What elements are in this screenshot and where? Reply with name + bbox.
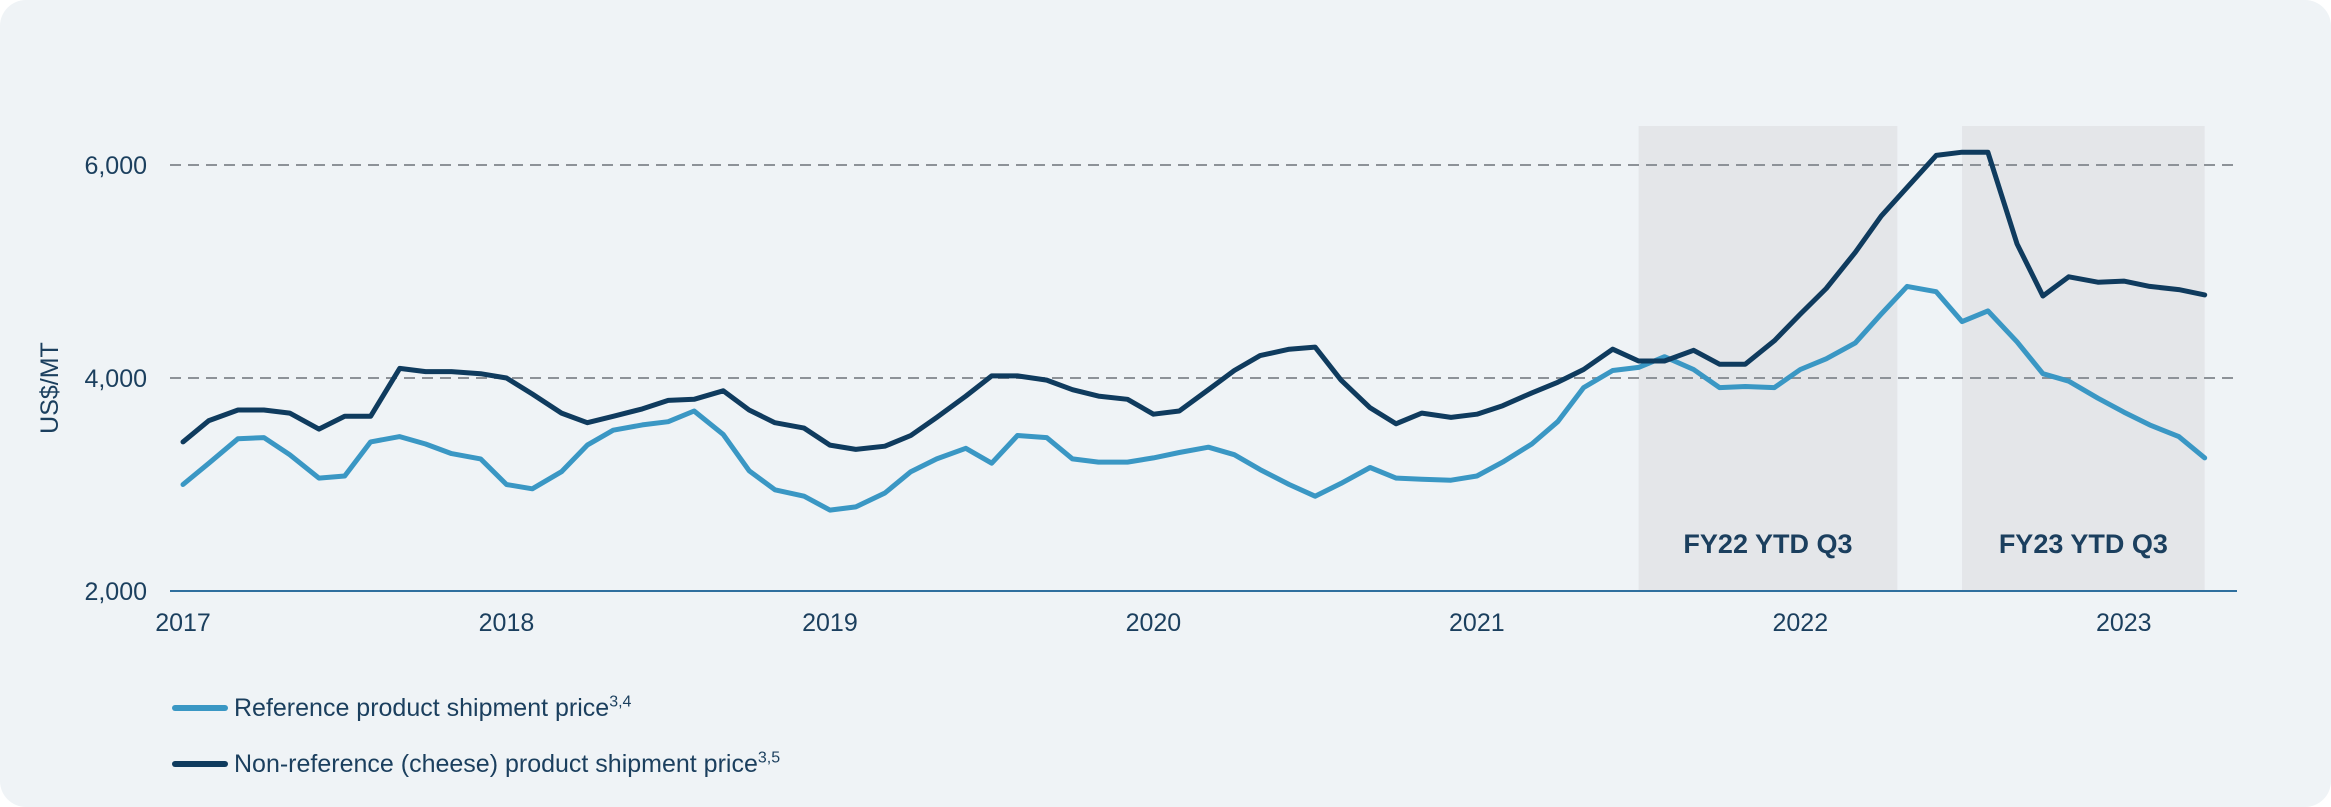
x-tick-label: 2017: [155, 609, 211, 637]
x-tick-label: 2020: [1126, 609, 1182, 637]
x-tick-label: 2021: [1449, 609, 1505, 637]
legend-swatch-cheese: [172, 761, 228, 767]
shaded-period-0: [1638, 126, 1898, 591]
legend-item-cheese: Non-reference (cheese) product shipment …: [172, 736, 780, 792]
y-tick-label: 2,000: [84, 578, 147, 606]
legend-item-reference: Reference product shipment price3,4: [172, 680, 780, 736]
shaded-period-label-0: FY22 YTD Q3: [1683, 529, 1852, 559]
x-tick-label: 2019: [802, 609, 858, 637]
legend-label-cheese: Non-reference (cheese) product shipment …: [234, 749, 781, 778]
legend: Reference product shipment price3,4 Non-…: [172, 680, 780, 792]
series-line-0: [180, 283, 2208, 513]
y-tick-label: 4,000: [84, 365, 147, 393]
shaded-period-label-1: FY23 YTD Q3: [1999, 529, 2168, 559]
shaded-period-1: [1962, 126, 2205, 591]
legend-label-reference: Reference product shipment price3,4: [234, 693, 632, 722]
x-tick-label: 2018: [479, 609, 535, 637]
legend-swatch-reference: [172, 705, 228, 711]
y-axis-title: US$/MT: [36, 342, 64, 434]
series-line-1: [180, 149, 2208, 452]
x-tick-label: 2023: [2096, 609, 2152, 637]
x-tick-label: 2022: [1773, 609, 1829, 637]
y-tick-label: 6,000: [84, 152, 147, 180]
